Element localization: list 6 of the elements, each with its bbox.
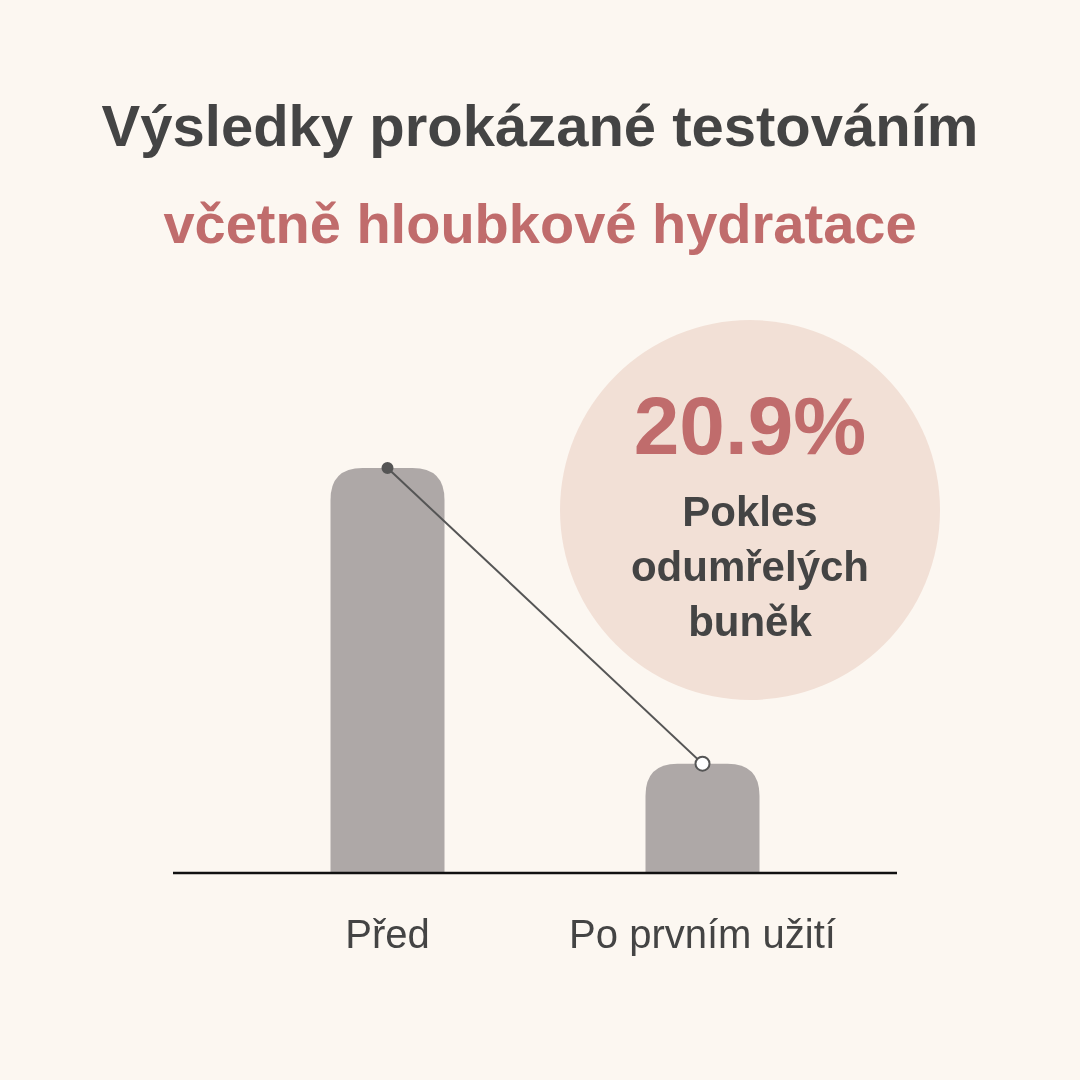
x-tick-label: Po prvním užití (569, 912, 836, 956)
chart-subtitle: včetně hloubkové hydratace (163, 192, 917, 255)
x-tick-label: Před (345, 912, 430, 956)
annotation: Pokles odumřelých buněk (630, 488, 870, 645)
annotation: 20.9% (633, 380, 867, 471)
chart-title: Výsledky prokázané testováním (101, 93, 979, 158)
